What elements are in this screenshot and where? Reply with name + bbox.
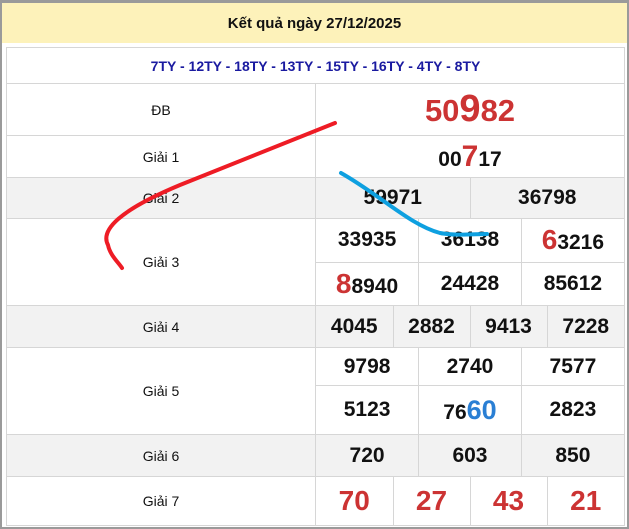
label-g3: Giải 3	[6, 218, 316, 306]
first-prize: 00717	[315, 135, 625, 178]
g6-number: 850	[520, 435, 624, 476]
g5-number: 9798	[343, 354, 391, 378]
special-prize: 50982	[315, 83, 625, 136]
page-title: Kết quả ngày 27/12/2025	[2, 3, 627, 43]
g5-number: 5123	[316, 385, 419, 434]
g3-highlight: 8	[335, 267, 352, 299]
label-g5: Giải 5	[6, 347, 316, 435]
label-g1: Giải 1	[6, 135, 316, 178]
g6-number: 603	[418, 435, 522, 476]
g6-number: 720	[316, 435, 419, 476]
results-table: 7TY - 12TY - 18TY - 13TY - 15TY - 16TY -…	[6, 47, 625, 526]
g5-number: 2740	[418, 348, 522, 386]
label-db: ĐB	[6, 83, 316, 136]
g7-number: 70	[338, 485, 370, 516]
g3-number: 33935	[337, 228, 397, 252]
g4-number: 7228	[546, 306, 624, 347]
g7-number: 27	[392, 477, 470, 525]
g3-part: 8940	[351, 274, 399, 298]
label-g7: Giải 7	[6, 476, 316, 526]
g1-part: 00	[438, 147, 462, 171]
g1-part: 17	[478, 147, 502, 171]
g3-number: 63216	[520, 219, 624, 262]
db-part: 50	[424, 93, 460, 128]
g3-number: 85612	[520, 261, 624, 305]
g7-number: 43	[469, 477, 547, 525]
province-codes: 7TY - 12TY - 18TY - 13TY - 15TY - 16TY -…	[6, 47, 625, 84]
g3-number: 88940	[316, 261, 419, 305]
g4-number: 4045	[316, 306, 393, 347]
label-g4: Giải 4	[6, 305, 316, 348]
g5-part: 76	[443, 400, 467, 424]
g3-highlight: 6	[541, 224, 558, 256]
label-g2: Giải 2	[6, 177, 316, 219]
g2-number: 36798	[469, 178, 624, 218]
g3-part: 3216	[557, 231, 605, 255]
g5-number: 7660	[418, 385, 522, 434]
g3-number: 36138	[418, 219, 522, 262]
g5-highlight: 60	[466, 394, 497, 425]
g4-number: 9413	[469, 306, 547, 347]
g2-number: 59971	[316, 178, 470, 218]
g4-number: 2882	[392, 306, 470, 347]
db-part: 82	[480, 93, 516, 128]
g5-number: 2823	[520, 385, 624, 434]
db-highlight: 9	[459, 88, 481, 130]
g1-highlight: 7	[461, 139, 479, 173]
label-g6: Giải 6	[6, 434, 316, 477]
g7-number: 21	[546, 477, 624, 525]
g5-number: 7577	[520, 348, 624, 386]
g3-number: 24428	[418, 261, 522, 305]
